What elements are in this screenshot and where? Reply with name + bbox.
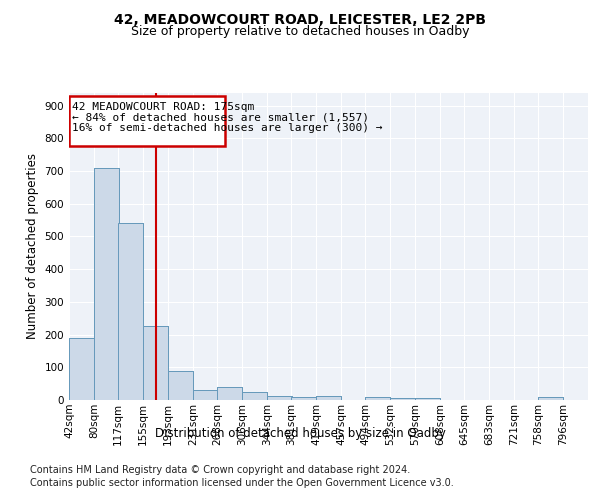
Bar [415, 398, 440, 400]
Bar [291, 396, 316, 400]
Text: 42, MEADOWCOURT ROAD, LEICESTER, LE2 2PB: 42, MEADOWCOURT ROAD, LEICESTER, LE2 2PB [114, 12, 486, 26]
Bar [118, 224, 143, 400]
Bar [69, 338, 94, 400]
Text: ← 84% of detached houses are smaller (1,557): ← 84% of detached houses are smaller (1,… [72, 113, 369, 123]
Bar [69, 338, 94, 400]
Bar [390, 398, 415, 400]
Bar [242, 392, 267, 400]
Text: 42 MEADOWCOURT ROAD: 175sqm: 42 MEADOWCOURT ROAD: 175sqm [72, 102, 254, 113]
Bar [242, 392, 267, 400]
Bar [143, 326, 168, 400]
Bar [316, 396, 341, 400]
Bar [316, 396, 341, 400]
Bar [217, 387, 242, 400]
Bar [217, 387, 242, 400]
Text: Contains public sector information licensed under the Open Government Licence v3: Contains public sector information licen… [30, 478, 454, 488]
Bar [365, 396, 390, 400]
Bar [415, 398, 440, 400]
Bar [267, 396, 292, 400]
Bar [118, 224, 143, 400]
Bar [168, 370, 193, 400]
Bar [365, 396, 390, 400]
Text: Size of property relative to detached houses in Oadby: Size of property relative to detached ho… [131, 25, 469, 38]
Bar [538, 398, 563, 400]
Text: 16% of semi-detached houses are larger (300) →: 16% of semi-detached houses are larger (… [72, 123, 383, 133]
Bar [94, 168, 119, 400]
Bar [390, 398, 415, 400]
Bar [538, 398, 563, 400]
Bar [267, 396, 292, 400]
Y-axis label: Number of detached properties: Number of detached properties [26, 153, 39, 339]
FancyBboxPatch shape [69, 96, 225, 146]
Bar [94, 168, 119, 400]
Bar [193, 390, 218, 400]
Bar [291, 396, 316, 400]
Bar [143, 326, 168, 400]
Text: Contains HM Land Registry data © Crown copyright and database right 2024.: Contains HM Land Registry data © Crown c… [30, 465, 410, 475]
Bar [168, 370, 193, 400]
Bar [193, 390, 218, 400]
Text: Distribution of detached houses by size in Oadby: Distribution of detached houses by size … [155, 428, 445, 440]
